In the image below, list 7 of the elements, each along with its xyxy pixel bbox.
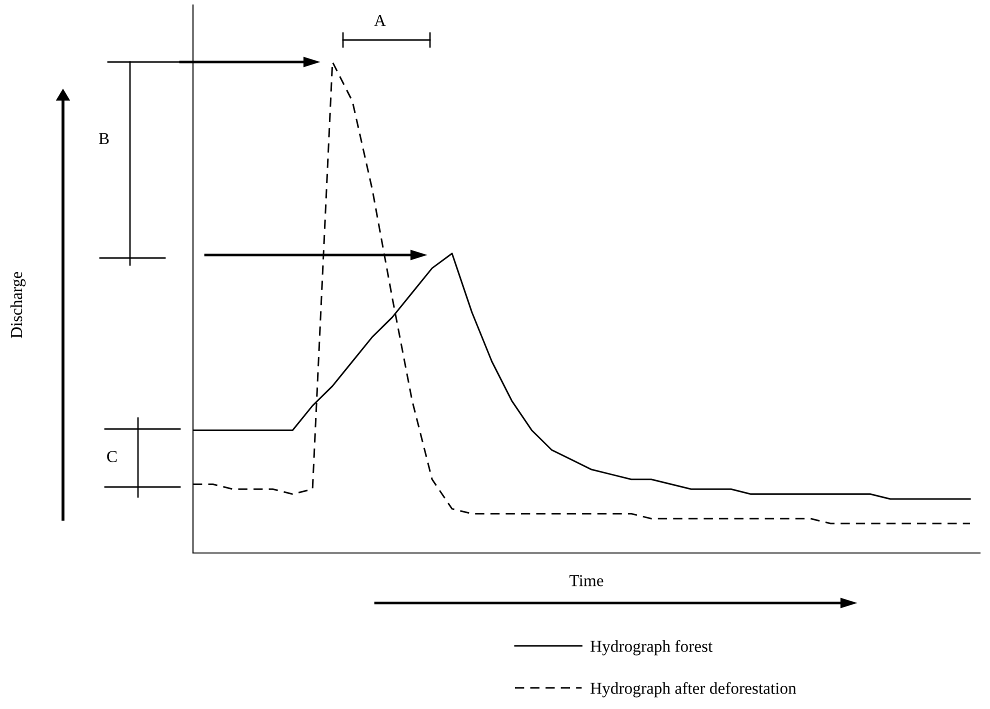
text: Discharge [10, 272, 26, 338]
legend-label: Hydrograph forest [590, 640, 713, 656]
x-axis-title: Time [570, 575, 604, 586]
text: C [107, 450, 117, 462]
text: A [374, 15, 386, 26]
legend-label: Hydrograph after deforestation [590, 682, 796, 698]
text: B [98, 133, 109, 144]
